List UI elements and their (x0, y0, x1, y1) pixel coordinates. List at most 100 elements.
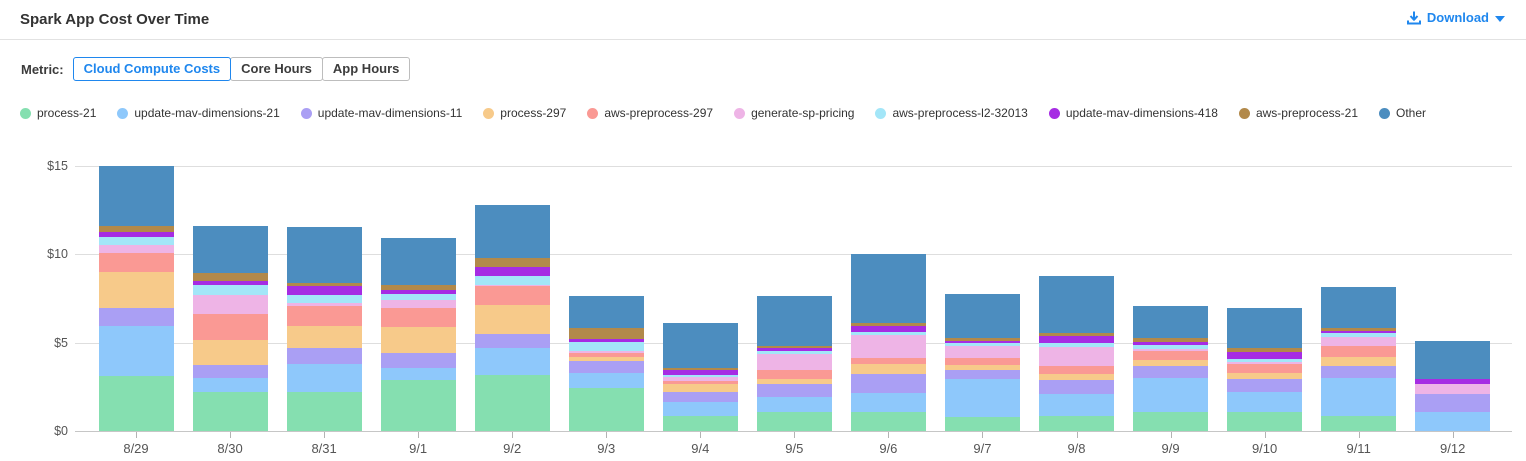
bar-segment-process-297-9/2[interactable] (474, 305, 550, 335)
bar-segment-update-mav-dimensions-21-9/11[interactable] (1321, 377, 1397, 416)
bar-segment-update-mav-dimensions-21-9/4[interactable] (662, 401, 738, 416)
bar-segment-process-21-9/1[interactable] (380, 379, 456, 431)
bar-segment-aws-preprocess-297-9/9[interactable] (1133, 350, 1209, 361)
bar-segment-process-21-9/10[interactable] (1227, 412, 1303, 431)
bar-segment-aws-preprocess-297-9/4[interactable] (662, 380, 738, 385)
bar-segment-update-mav-dimensions-418-9/12[interactable] (1415, 378, 1491, 384)
bar-segment-aws-preprocess-21-8/30[interactable] (192, 273, 268, 282)
bar-segment-update-mav-dimensions-21-9/12[interactable] (1415, 412, 1491, 431)
bar-segment-process-297-9/6[interactable] (850, 364, 926, 375)
bar-segment-aws-preprocess-297-8/31[interactable] (286, 306, 362, 326)
bar-segment-update-mav-dimensions-418-9/3[interactable] (568, 339, 644, 343)
bar-segment-update-mav-dimensions-21-9/7[interactable] (944, 379, 1020, 417)
bar-segment-generate-sp-pricing-8/29[interactable] (98, 244, 174, 253)
bar-segment-process-297-9/8[interactable] (1039, 374, 1114, 380)
bar-segment-Other-8/29[interactable] (98, 165, 174, 226)
bar-segment-process-21-9/9[interactable] (1133, 412, 1209, 431)
bar-segment-Other-9/9[interactable] (1133, 306, 1209, 339)
bar-segment-update-mav-dimensions-11-9/9[interactable] (1133, 365, 1209, 378)
bar-segment-update-mav-dimensions-21-9/8[interactable] (1039, 394, 1114, 416)
bar-segment-update-mav-dimensions-11-9/2[interactable] (474, 334, 550, 349)
bar-segment-aws-preprocess-21-9/3[interactable] (568, 328, 644, 340)
bar-segment-generate-sp-pricing-9/9[interactable] (1133, 349, 1209, 351)
bar-segment-update-mav-dimensions-21-9/6[interactable] (850, 392, 926, 412)
bar-segment-update-mav-dimensions-21-9/1[interactable] (380, 368, 456, 380)
legend-item-update-mav-dimensions-21[interactable]: update-mav-dimensions-21 (117, 106, 280, 120)
bar-segment-aws-preprocess-l2-32013-9/8[interactable] (1039, 343, 1114, 347)
bar-segment-Other-9/2[interactable] (474, 204, 550, 259)
bar-segment-aws-preprocess-l2-32013-9/6[interactable] (850, 331, 926, 335)
bar-segment-aws-preprocess-l2-32013-9/10[interactable] (1227, 358, 1303, 363)
bar-segment-process-21-9/5[interactable] (756, 411, 832, 431)
bar-segment-update-mav-dimensions-418-9/1[interactable] (380, 290, 456, 295)
bar-segment-process-21-9/3[interactable] (568, 387, 644, 431)
legend-item-aws-preprocess-l2-32013[interactable]: aws-preprocess-l2-32013 (875, 106, 1028, 120)
bar-segment-aws-preprocess-l2-32013-9/7[interactable] (944, 343, 1020, 346)
bar-segment-generate-sp-pricing-8/30[interactable] (192, 294, 268, 314)
bar-segment-update-mav-dimensions-21-8/29[interactable] (98, 325, 174, 377)
bar-segment-generate-sp-pricing-9/8[interactable] (1039, 346, 1114, 366)
bar-segment-update-mav-dimensions-11-9/1[interactable] (380, 352, 456, 369)
bar-segment-generate-sp-pricing-9/6[interactable] (850, 334, 926, 358)
bar-segment-aws-preprocess-l2-32013-8/30[interactable] (192, 284, 268, 295)
bar-segment-update-mav-dimensions-11-9/4[interactable] (662, 391, 738, 402)
bar-segment-aws-preprocess-21-8/29[interactable] (98, 225, 174, 233)
bar-segment-process-297-8/31[interactable] (286, 325, 362, 348)
bar-segment-update-mav-dimensions-418-9/7[interactable] (944, 341, 1020, 344)
bar-segment-process-297-9/10[interactable] (1227, 373, 1303, 379)
bar-segment-aws-preprocess-297-9/6[interactable] (850, 357, 926, 365)
bar-segment-generate-sp-pricing-8/31[interactable] (286, 303, 362, 307)
bar-segment-update-mav-dimensions-418-9/9[interactable] (1133, 342, 1209, 346)
bar-segment-aws-preprocess-l2-32013-9/4[interactable] (662, 374, 738, 378)
bar-segment-aws-preprocess-21-9/10[interactable] (1227, 348, 1303, 352)
bar-segment-generate-sp-pricing-9/10[interactable] (1227, 362, 1303, 365)
bar-segment-aws-preprocess-21-9/4[interactable] (662, 367, 738, 370)
bar-segment-aws-preprocess-21-9/2[interactable] (474, 258, 550, 268)
bar-segment-generate-sp-pricing-9/4[interactable] (662, 377, 738, 381)
bar-segment-aws-preprocess-297-9/10[interactable] (1227, 364, 1303, 374)
bar-segment-aws-preprocess-297-8/29[interactable] (98, 252, 174, 272)
bar-segment-update-mav-dimensions-21-9/2[interactable] (474, 348, 550, 375)
bar-segment-update-mav-dimensions-418-9/11[interactable] (1321, 331, 1397, 334)
bar-segment-generate-sp-pricing-9/3[interactable] (568, 350, 644, 354)
bar-segment-update-mav-dimensions-11-8/31[interactable] (286, 347, 362, 365)
metric-tab-cloud-compute-costs[interactable]: Cloud Compute Costs (72, 57, 232, 81)
bar-segment-aws-preprocess-21-9/1[interactable] (380, 284, 456, 291)
bar-segment-update-mav-dimensions-418-8/30[interactable] (192, 281, 268, 285)
bar-segment-update-mav-dimensions-11-9/8[interactable] (1039, 379, 1114, 395)
bar-segment-generate-sp-pricing-9/12[interactable] (1415, 383, 1491, 394)
bar-segment-aws-preprocess-297-9/2[interactable] (474, 285, 550, 306)
bar-segment-aws-preprocess-21-8/31[interactable] (286, 283, 362, 287)
bar-segment-generate-sp-pricing-9/11[interactable] (1321, 336, 1397, 346)
bar-segment-process-21-9/11[interactable] (1321, 415, 1397, 431)
bar-segment-aws-preprocess-297-9/5[interactable] (756, 370, 832, 380)
bar-segment-process-297-8/30[interactable] (192, 339, 268, 365)
bar-segment-process-21-8/30[interactable] (192, 392, 268, 431)
bar-segment-update-mav-dimensions-11-9/7[interactable] (944, 370, 1020, 380)
bar-segment-generate-sp-pricing-9/7[interactable] (944, 345, 1020, 359)
bar-segment-update-mav-dimensions-418-9/5[interactable] (756, 348, 832, 351)
legend-item-update-mav-dimensions-11[interactable]: update-mav-dimensions-11 (300, 106, 462, 120)
bar-segment-aws-preprocess-297-9/7[interactable] (944, 358, 1020, 366)
bar-segment-update-mav-dimensions-418-8/29[interactable] (98, 232, 174, 237)
bar-segment-aws-preprocess-21-9/6[interactable] (850, 322, 926, 326)
legend-item-process-297[interactable]: process-297 (483, 106, 566, 120)
download-button[interactable]: Download (1406, 10, 1505, 25)
bar-segment-update-mav-dimensions-11-9/11[interactable] (1321, 365, 1397, 378)
bar-segment-update-mav-dimensions-21-9/5[interactable] (756, 396, 832, 412)
bar-segment-generate-sp-pricing-9/5[interactable] (756, 353, 832, 371)
legend-item-update-mav-dimensions-418[interactable]: update-mav-dimensions-418 (1048, 106, 1218, 120)
bar-segment-update-mav-dimensions-21-8/31[interactable] (286, 364, 362, 392)
legend-item-Other[interactable]: Other (1379, 106, 1426, 120)
bar-segment-Other-9/5[interactable] (756, 296, 832, 346)
bar-segment-aws-preprocess-l2-32013-9/2[interactable] (474, 275, 550, 286)
bar-segment-process-297-9/11[interactable] (1321, 356, 1397, 366)
bar-segment-update-mav-dimensions-21-9/10[interactable] (1227, 391, 1303, 413)
bar-segment-aws-preprocess-21-9/9[interactable] (1133, 338, 1209, 343)
metric-tab-app-hours[interactable]: App Hours (321, 57, 411, 81)
bar-segment-update-mav-dimensions-11-9/5[interactable] (756, 384, 832, 397)
bar-segment-generate-sp-pricing-9/1[interactable] (380, 300, 456, 308)
bar-segment-update-mav-dimensions-11-8/30[interactable] (192, 364, 268, 378)
bar-segment-update-mav-dimensions-418-8/31[interactable] (286, 286, 362, 295)
bar-segment-process-297-9/4[interactable] (662, 384, 738, 392)
